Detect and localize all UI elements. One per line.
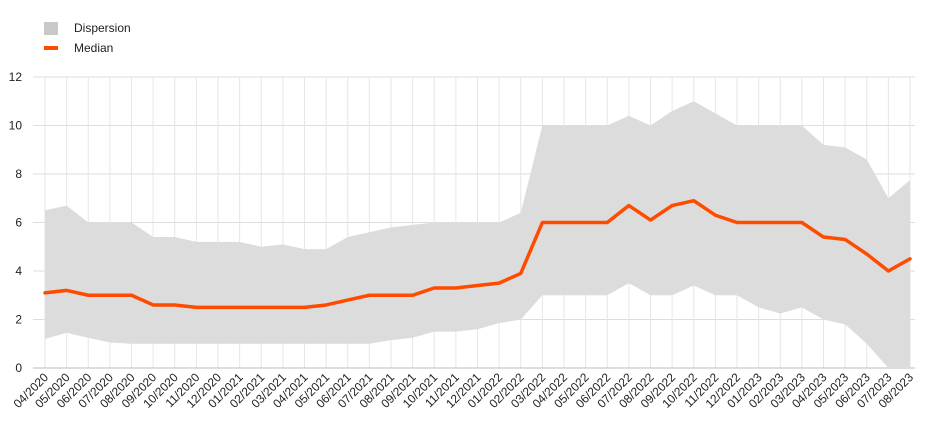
y-tick-label: 10 — [9, 119, 23, 133]
legend-label-median: Median — [74, 41, 114, 55]
dispersion-swatch — [44, 21, 58, 35]
legend-label-dispersion: Dispersion — [74, 21, 131, 35]
legend: Dispersion Median — [44, 18, 131, 58]
median-swatch — [44, 46, 58, 50]
y-axis-ticks: 0 2 4 6 8 10 12 — [9, 70, 23, 375]
median-line — [43, 198, 912, 310]
y-tick-label: 12 — [9, 70, 23, 84]
y-tick-label: 8 — [15, 167, 22, 181]
y-tick-label: 2 — [15, 313, 22, 327]
legend-item-median: Median — [44, 38, 131, 58]
x-axis-ticks: 04/202005/202006/202007/202008/202009/20… — [11, 370, 917, 411]
legend-item-dispersion: Dispersion — [44, 18, 131, 38]
y-tick-label: 0 — [15, 361, 22, 375]
y-tick-label: 6 — [15, 216, 22, 230]
dispersion-band — [45, 101, 910, 368]
y-tick-label: 4 — [15, 264, 22, 278]
